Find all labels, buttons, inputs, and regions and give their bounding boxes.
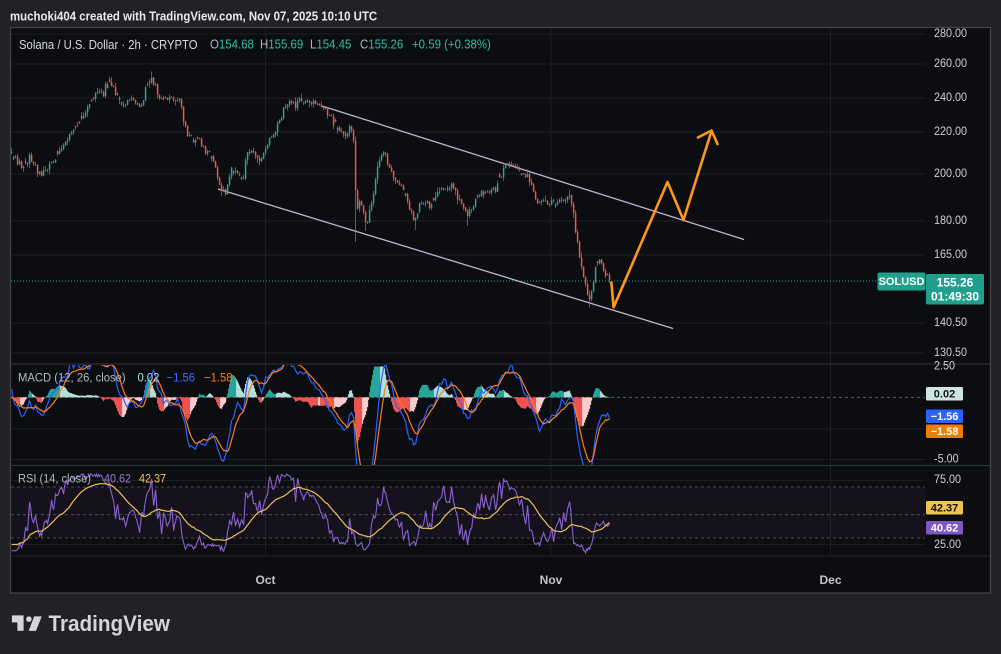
svg-text:+0.59 (+0.38%): +0.59 (+0.38%) <box>412 37 491 52</box>
svg-text:muchoki404 created with Tradin: muchoki404 created with TradingView.com,… <box>10 9 377 24</box>
svg-text:MACD (12, 26, close): MACD (12, 26, close) <box>18 371 126 384</box>
svg-text:L154.45: L154.45 <box>310 37 352 52</box>
svg-text:Dec: Dec <box>819 573 841 587</box>
svg-text:75.00: 75.00 <box>934 474 961 487</box>
svg-text:2.50: 2.50 <box>934 360 955 373</box>
svg-text:C155.26: C155.26 <box>360 37 403 52</box>
svg-text:−1.56: −1.56 <box>167 371 195 384</box>
svg-text:−1.58: −1.58 <box>931 426 959 438</box>
svg-text:Solana / U.S. Dollar · 2h · CR: Solana / U.S. Dollar · 2h · CRYPTO <box>19 37 198 52</box>
svg-text:0.02: 0.02 <box>934 388 955 400</box>
svg-text:42.37: 42.37 <box>931 502 959 514</box>
svg-text:220.00: 220.00 <box>934 126 967 139</box>
svg-text:−1.58: −1.58 <box>204 371 232 384</box>
svg-text:0.02: 0.02 <box>138 371 160 384</box>
svg-text:40.62: 40.62 <box>931 522 959 534</box>
svg-text:180.00: 180.00 <box>934 215 967 228</box>
svg-text:40.62: 40.62 <box>104 473 131 486</box>
svg-text:TradingView: TradingView <box>49 611 171 636</box>
svg-text:140.50: 140.50 <box>934 317 967 330</box>
svg-text:165.00: 165.00 <box>934 249 967 262</box>
svg-text:01:49:30: 01:49:30 <box>931 290 979 304</box>
svg-text:Oct: Oct <box>255 573 275 587</box>
svg-text:130.50: 130.50 <box>934 347 967 360</box>
svg-text:O154.68: O154.68 <box>210 37 254 52</box>
svg-text:240.00: 240.00 <box>934 92 967 105</box>
svg-text:155.26: 155.26 <box>937 276 974 290</box>
svg-text:280.00: 280.00 <box>934 28 967 41</box>
svg-text:Nov: Nov <box>540 573 563 587</box>
svg-text:25.00: 25.00 <box>934 539 961 552</box>
svg-text:SOLUSD: SOLUSD <box>879 276 925 288</box>
svg-text:−1.56: −1.56 <box>931 411 959 423</box>
svg-text:-5.00: -5.00 <box>934 453 959 466</box>
svg-text:200.00: 200.00 <box>934 168 967 181</box>
svg-text:RSI (14, close): RSI (14, close) <box>18 473 91 485</box>
svg-text:260.00: 260.00 <box>934 58 967 71</box>
svg-text:H155.69: H155.69 <box>260 37 303 52</box>
svg-text:42.37: 42.37 <box>139 473 166 486</box>
